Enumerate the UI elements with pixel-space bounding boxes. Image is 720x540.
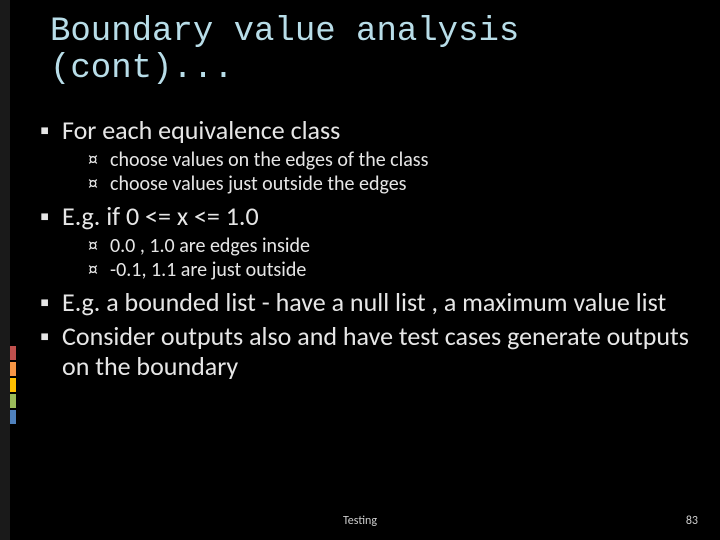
bullet-text: E.g. a bounded list - have a null list ,… <box>62 288 666 318</box>
bullet-marker: ¤ <box>88 148 110 172</box>
bullet-level-2: ¤choose values on the edges of the class <box>88 148 690 172</box>
left-accent-bar <box>0 0 10 540</box>
bullet-marker: ¤ <box>88 172 110 196</box>
accent-block <box>10 378 16 392</box>
bullet-level-2: ¤-0.1, 1.1 are just outside <box>88 258 690 282</box>
footer-center-text: Testing <box>0 514 720 528</box>
bullet-level-2: ¤choose values just outside the edges <box>88 172 690 196</box>
bullet-text: -0.1, 1.1 are just outside <box>110 258 306 282</box>
bullet-text: 0.0 , 1.0 are edges inside <box>110 234 310 258</box>
bullet-text: E.g. if 0 <= x <= 1.0 <box>62 202 259 232</box>
bullet-marker: ▪ <box>40 116 62 146</box>
sub-bullet-group: ¤0.0 , 1.0 are edges inside¤-0.1, 1.1 ar… <box>40 234 690 282</box>
slide-body: ▪For each equivalence class¤choose value… <box>40 112 690 383</box>
bullet-marker: ▪ <box>40 202 62 232</box>
bullet-text: For each equivalence class <box>62 116 340 146</box>
accent-block <box>10 362 16 376</box>
accent-block <box>10 346 16 360</box>
bullet-level-1: ▪E.g. if 0 <= x <= 1.0 <box>40 202 690 232</box>
bullet-marker: ▪ <box>40 288 62 318</box>
accent-block <box>10 410 16 424</box>
bullet-text: choose values on the edges of the class <box>110 148 428 172</box>
bullet-level-1: ▪For each equivalence class <box>40 116 690 146</box>
bullet-level-2: ¤0.0 , 1.0 are edges inside <box>88 234 690 258</box>
bullet-marker: ▪ <box>40 322 62 352</box>
bullet-text: choose values just outside the edges <box>110 172 406 196</box>
slide: Boundary value analysis (cont)... ▪For e… <box>0 0 720 540</box>
page-number: 83 <box>686 514 698 528</box>
bullet-text: Consider outputs also and have test case… <box>62 322 690 382</box>
bullet-level-1: ▪E.g. a bounded list - have a null list … <box>40 288 690 318</box>
sub-bullet-group: ¤choose values on the edges of the class… <box>40 148 690 196</box>
accent-block <box>10 394 16 408</box>
bullet-marker: ¤ <box>88 258 110 282</box>
bullet-level-1: ▪Consider outputs also and have test cas… <box>40 322 690 382</box>
bullet-marker: ¤ <box>88 234 110 258</box>
slide-title: Boundary value analysis (cont)... <box>50 14 690 89</box>
